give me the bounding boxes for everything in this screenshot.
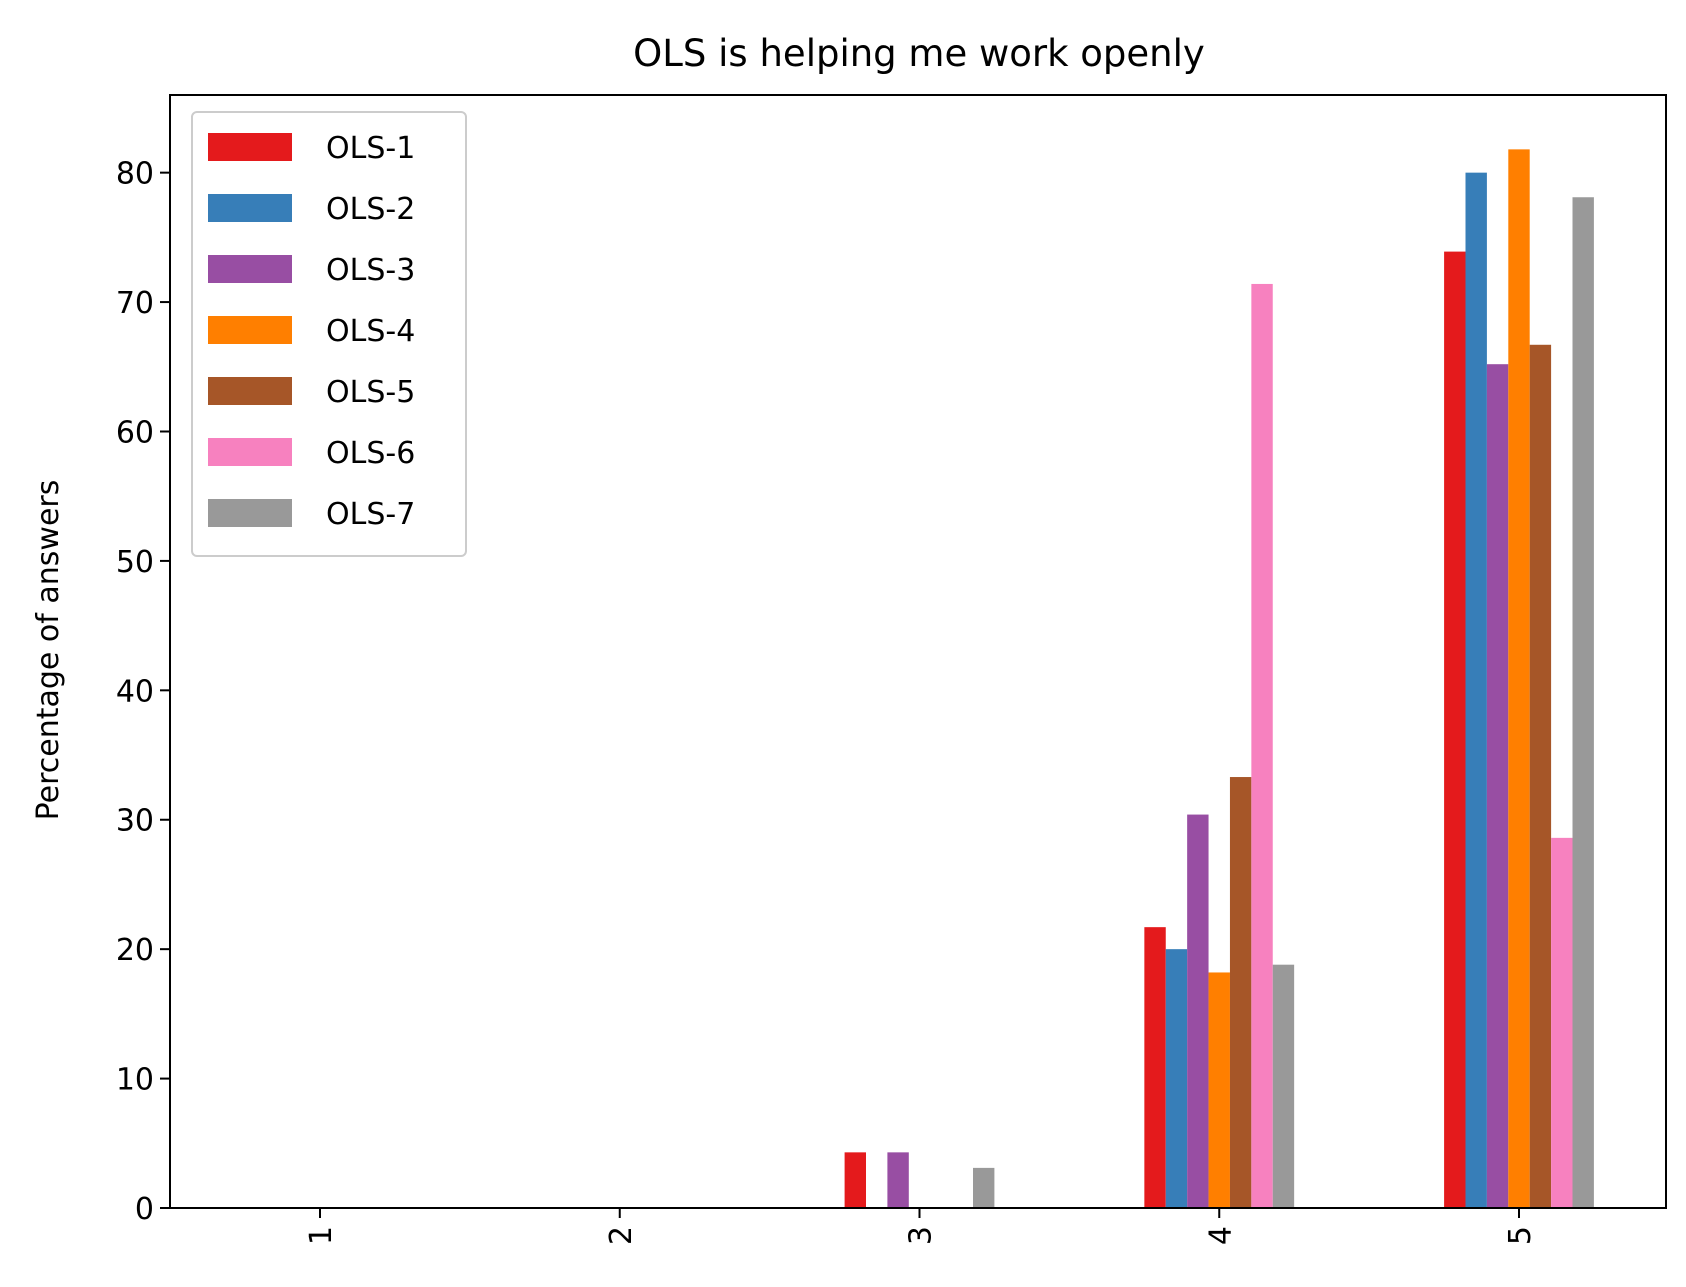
legend-swatch-ols-2 bbox=[208, 194, 292, 222]
bar-ols-1-cat-4 bbox=[1144, 927, 1166, 1208]
legend-label-ols-6: OLS-6 bbox=[326, 436, 415, 471]
bar-ols-2-cat-4 bbox=[1165, 949, 1188, 1208]
y-tick-label: 10 bbox=[116, 1063, 154, 1098]
y-tick-label: 40 bbox=[116, 674, 154, 709]
legend-label-ols-1: OLS-1 bbox=[326, 131, 415, 166]
y-tick-label: 60 bbox=[116, 415, 154, 450]
bar-ols-3-cat-4 bbox=[1187, 814, 1209, 1208]
y-axis-label: Percentage of answers bbox=[31, 480, 66, 821]
x-tick-label: 5 bbox=[1503, 1226, 1538, 1245]
legend: OLS-1 OLS-2 OLS-3 OLS-4 OLS-5 OLS-6 OLS-7 bbox=[191, 111, 467, 557]
x-axis-ticks: 1 2 3 4 5 bbox=[304, 1208, 1538, 1245]
chart-title: OLS is helping me work openly bbox=[633, 32, 1205, 75]
bar-ols-3-cat-5 bbox=[1486, 364, 1509, 1208]
plot-frame bbox=[169, 94, 1667, 1209]
legend-swatch-ols-3 bbox=[208, 255, 292, 283]
bar-ols-4-cat-4 bbox=[1208, 972, 1230, 1208]
legend-swatch-ols-5 bbox=[208, 377, 292, 405]
legend-label-ols-5: OLS-5 bbox=[326, 375, 415, 410]
bar-ols-7-cat-5 bbox=[1572, 197, 1594, 1209]
legend-swatch-ols-7 bbox=[208, 499, 292, 527]
legend-swatch-ols-6 bbox=[208, 438, 292, 466]
y-axis-ticks: 0 10 20 30 40 50 60 70 80 bbox=[116, 157, 170, 1227]
bar-ols-6-cat-5 bbox=[1551, 837, 1573, 1208]
y-tick-label: 50 bbox=[116, 545, 154, 580]
y-tick-label: 70 bbox=[116, 286, 154, 321]
bar-ols-1-cat-5 bbox=[1444, 251, 1466, 1209]
legend-swatch-ols-1 bbox=[208, 133, 292, 161]
x-tick-label: 4 bbox=[1203, 1226, 1238, 1245]
legend-label-ols-3: OLS-3 bbox=[326, 253, 415, 288]
bar-ols-1-cat-3 bbox=[844, 1152, 866, 1208]
legend-label-ols-4: OLS-4 bbox=[326, 314, 415, 349]
legend-swatch-ols-4 bbox=[208, 316, 292, 344]
bar-ols-7-cat-3 bbox=[973, 1167, 995, 1208]
bar-ols-4-cat-5 bbox=[1508, 149, 1530, 1209]
y-tick-label: 20 bbox=[116, 933, 154, 968]
legend-label-ols-2: OLS-2 bbox=[326, 192, 415, 227]
bar-ols-6-cat-4 bbox=[1251, 283, 1273, 1208]
bar-ols-7-cat-4 bbox=[1272, 964, 1295, 1208]
bar-ols-3-cat-3 bbox=[887, 1152, 909, 1208]
y-tick-label: 0 bbox=[135, 1192, 154, 1227]
bar-ols-5-cat-5 bbox=[1529, 344, 1552, 1208]
y-tick-label: 80 bbox=[116, 157, 154, 192]
x-tick-label: 1 bbox=[304, 1226, 339, 1245]
x-tick-label: 3 bbox=[904, 1226, 939, 1245]
x-tick-label: 2 bbox=[604, 1226, 639, 1245]
bar-ols-2-cat-5 bbox=[1465, 172, 1487, 1208]
bar-ols-5-cat-4 bbox=[1229, 777, 1252, 1208]
legend-label-ols-7: OLS-7 bbox=[326, 497, 415, 532]
bars-group bbox=[844, 149, 1594, 1209]
y-tick-label: 30 bbox=[116, 804, 154, 839]
